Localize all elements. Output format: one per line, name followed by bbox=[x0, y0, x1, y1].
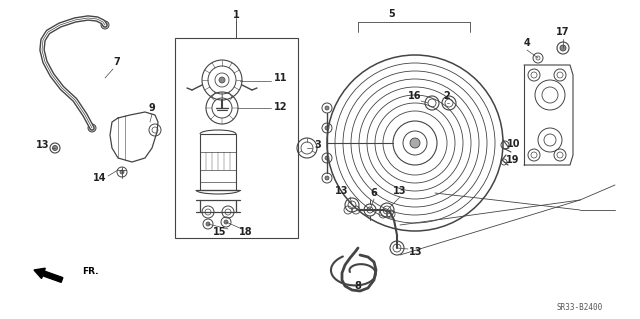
Text: 2: 2 bbox=[444, 91, 451, 101]
Circle shape bbox=[101, 21, 109, 29]
Text: 9: 9 bbox=[148, 103, 156, 113]
Circle shape bbox=[325, 176, 329, 180]
Text: 16: 16 bbox=[408, 91, 422, 101]
Circle shape bbox=[325, 126, 329, 130]
Text: 13: 13 bbox=[36, 140, 50, 150]
Circle shape bbox=[560, 45, 566, 51]
Text: 3: 3 bbox=[315, 140, 321, 150]
Text: 19: 19 bbox=[506, 155, 520, 165]
Text: SR33-B2400: SR33-B2400 bbox=[557, 303, 603, 313]
Text: 10: 10 bbox=[508, 139, 521, 149]
Text: 17: 17 bbox=[556, 27, 570, 37]
Circle shape bbox=[219, 77, 225, 83]
Circle shape bbox=[325, 106, 329, 110]
Text: 13: 13 bbox=[393, 186, 407, 196]
Text: FR.: FR. bbox=[82, 268, 99, 277]
Circle shape bbox=[224, 220, 228, 224]
Text: 13: 13 bbox=[335, 186, 349, 196]
Text: 8: 8 bbox=[355, 281, 362, 291]
Text: 11: 11 bbox=[275, 73, 288, 83]
Circle shape bbox=[410, 138, 420, 148]
Text: 12: 12 bbox=[275, 102, 288, 112]
Text: 5: 5 bbox=[388, 9, 396, 19]
Circle shape bbox=[120, 170, 124, 174]
Text: 4: 4 bbox=[524, 38, 531, 48]
Text: 18: 18 bbox=[239, 227, 253, 237]
Circle shape bbox=[88, 124, 96, 132]
Circle shape bbox=[52, 145, 58, 151]
Text: 6: 6 bbox=[371, 188, 378, 198]
FancyArrow shape bbox=[34, 268, 63, 282]
Text: 7: 7 bbox=[114, 57, 120, 67]
Text: 14: 14 bbox=[93, 173, 107, 183]
Bar bbox=[200, 134, 236, 190]
Circle shape bbox=[206, 222, 210, 226]
Bar bbox=[175, 38, 298, 238]
Text: 13: 13 bbox=[409, 247, 423, 257]
Circle shape bbox=[325, 156, 329, 160]
Text: 15: 15 bbox=[213, 227, 227, 237]
Text: 1: 1 bbox=[232, 10, 239, 20]
